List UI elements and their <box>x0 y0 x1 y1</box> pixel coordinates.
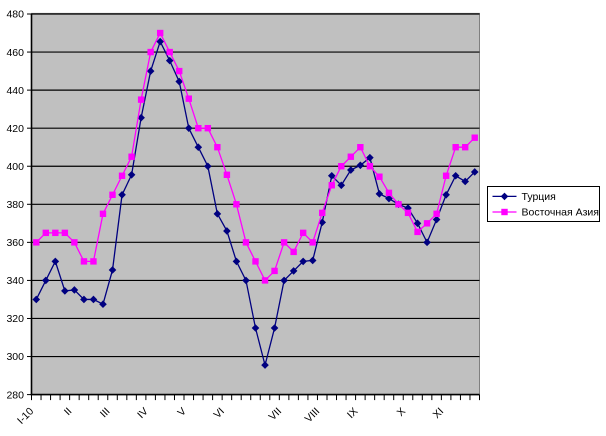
svg-text:340: 340 <box>6 275 24 287</box>
svg-text:460: 460 <box>6 47 24 59</box>
svg-text:360: 360 <box>6 237 24 249</box>
svg-text:320: 320 <box>6 313 24 325</box>
svg-text:380: 380 <box>6 199 24 211</box>
svg-text:480: 480 <box>6 9 24 21</box>
svg-text:300: 300 <box>6 351 24 363</box>
svg-text:Турция: Турция <box>522 191 556 203</box>
svg-text:400: 400 <box>6 161 24 173</box>
svg-text:Восточная Азия: Восточная Азия <box>522 207 599 219</box>
svg-text:420: 420 <box>6 123 24 135</box>
svg-text:440: 440 <box>6 85 24 97</box>
svg-text:280: 280 <box>6 389 24 401</box>
